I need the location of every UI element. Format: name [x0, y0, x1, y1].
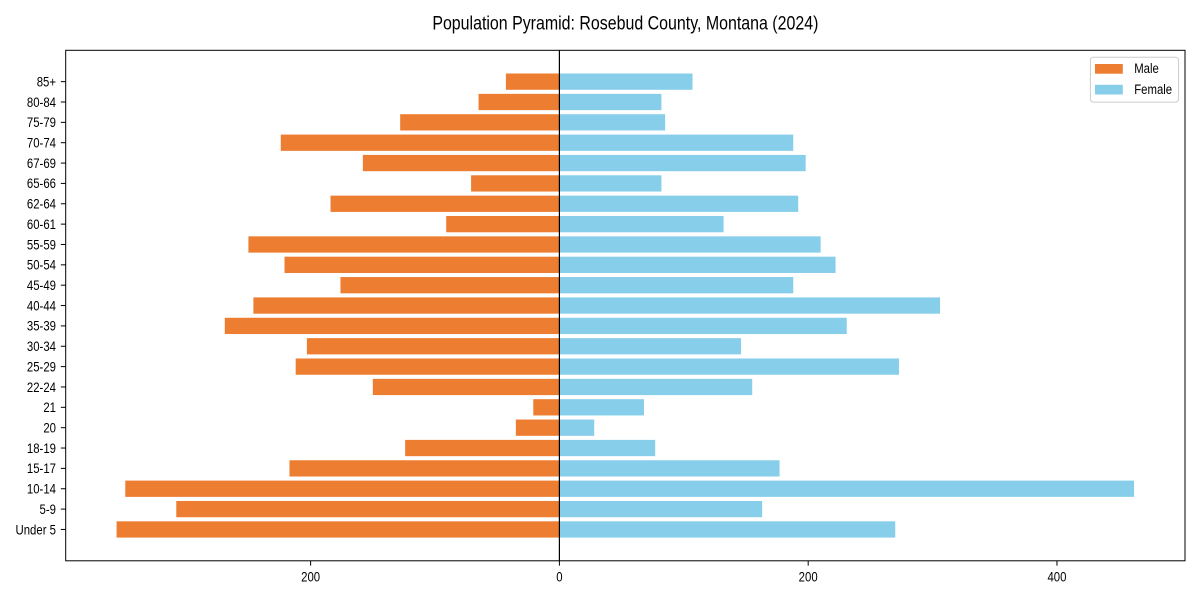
svg-text:Population Pyramid: Rosebud Co: Population Pyramid: Rosebud County, Mont… — [432, 12, 818, 34]
svg-text:35-39: 35-39 — [27, 318, 56, 334]
svg-text:70-74: 70-74 — [27, 135, 56, 151]
svg-text:85+: 85+ — [37, 73, 56, 89]
svg-text:65-66: 65-66 — [27, 175, 56, 191]
svg-text:80-84: 80-84 — [27, 94, 56, 110]
svg-text:67-69: 67-69 — [27, 155, 56, 171]
svg-text:55-59: 55-59 — [27, 236, 56, 252]
svg-text:Under 5: Under 5 — [16, 521, 57, 537]
svg-text:200: 200 — [799, 569, 818, 585]
svg-text:21: 21 — [43, 399, 56, 415]
svg-text:22-24: 22-24 — [27, 379, 56, 395]
svg-text:5-9: 5-9 — [40, 501, 57, 517]
svg-text:200: 200 — [301, 569, 320, 585]
svg-text:60-61: 60-61 — [27, 216, 56, 232]
svg-text:50-54: 50-54 — [27, 257, 56, 273]
svg-text:0: 0 — [556, 569, 563, 585]
svg-text:75-79: 75-79 — [27, 114, 56, 130]
svg-text:45-49: 45-49 — [27, 277, 56, 293]
svg-text:Female: Female — [1134, 81, 1172, 97]
svg-text:30-34: 30-34 — [27, 338, 56, 354]
svg-text:40-44: 40-44 — [27, 297, 56, 313]
svg-text:62-64: 62-64 — [27, 196, 56, 212]
svg-text:400: 400 — [1047, 569, 1066, 585]
svg-text:20: 20 — [43, 419, 56, 435]
svg-text:10-14: 10-14 — [27, 481, 56, 497]
svg-text:Male: Male — [1134, 60, 1159, 76]
svg-text:18-19: 18-19 — [27, 440, 56, 456]
svg-text:25-29: 25-29 — [27, 358, 56, 374]
svg-text:15-17: 15-17 — [27, 460, 56, 476]
